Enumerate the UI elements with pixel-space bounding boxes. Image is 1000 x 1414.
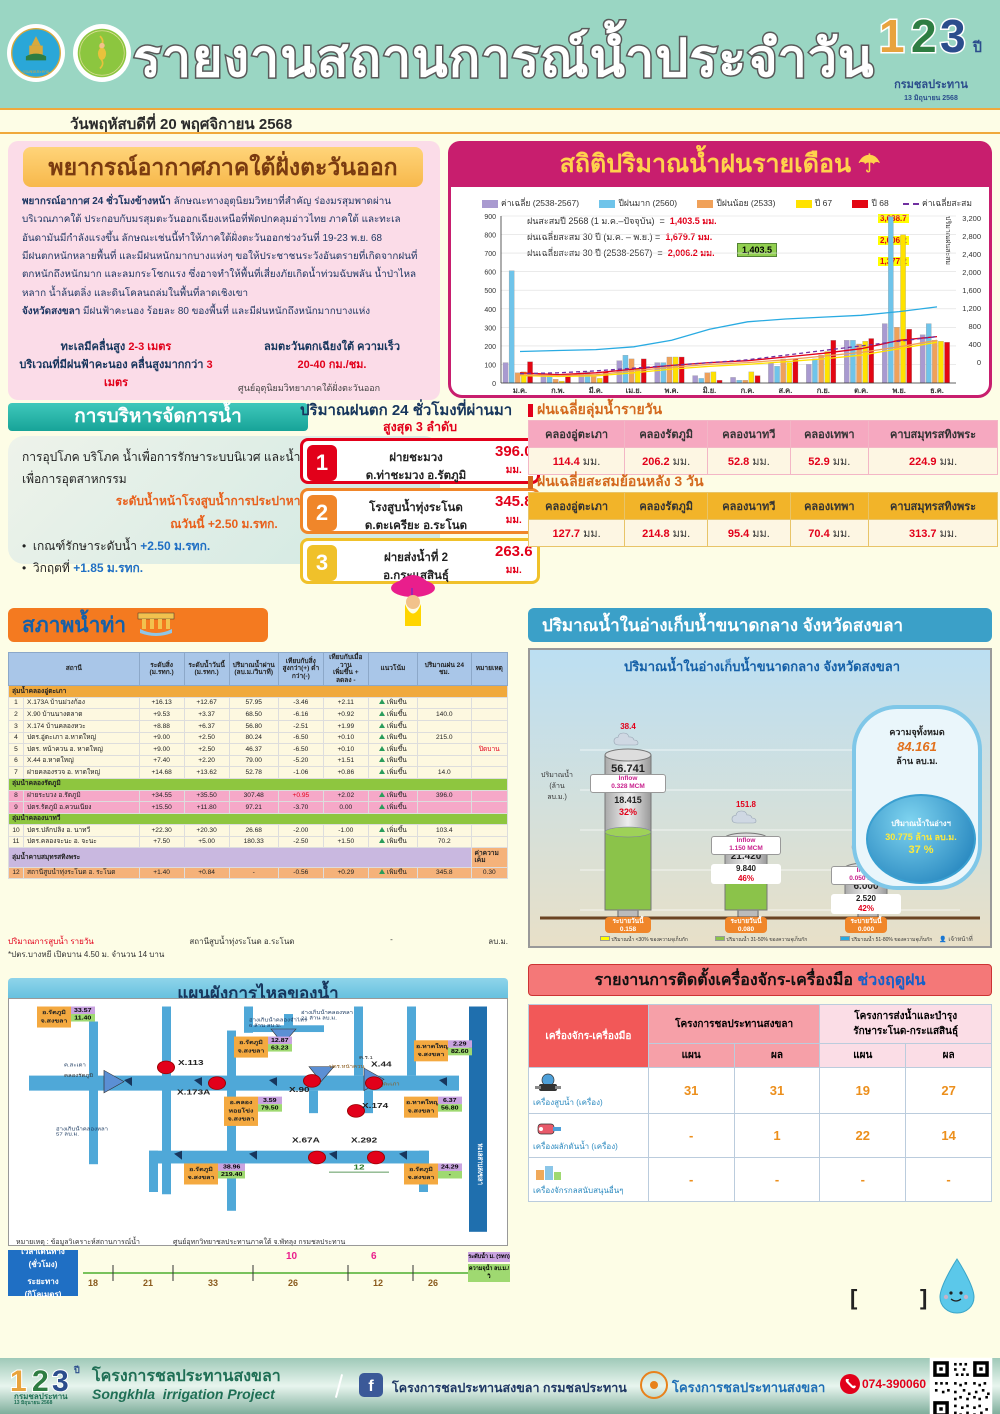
svg-text:300: 300 xyxy=(484,325,496,332)
svg-text:พ.ย.: พ.ย. xyxy=(892,386,906,395)
svg-text:ธ.ค.: ธ.ค. xyxy=(930,386,944,395)
svg-text:0: 0 xyxy=(492,381,496,388)
svg-text:ก.ค.: ก.ค. xyxy=(741,386,755,395)
svg-text:2: 2 xyxy=(911,10,937,62)
svg-text:1: 1 xyxy=(879,10,905,62)
svg-text:ทะเลสาบสงขลา: ทะเลสาบสงขลา xyxy=(476,1143,484,1184)
svg-text:f: f xyxy=(368,1378,374,1395)
svg-text:100: 100 xyxy=(484,362,496,369)
svg-text:400: 400 xyxy=(484,307,496,314)
svg-text:200: 200 xyxy=(484,344,496,351)
svg-text:ปตร.หน้าควน: ปตร.หน้าควน xyxy=(329,1064,365,1070)
svg-text:กรมชลประทาน: กรมชลประทาน xyxy=(22,69,49,74)
svg-text:700: 700 xyxy=(484,251,496,258)
svg-text:ปี: ปี xyxy=(972,39,982,55)
svg-text:ก.ย.: ก.ย. xyxy=(817,386,830,395)
svg-text:600: 600 xyxy=(484,270,496,277)
svg-text:ปี: ปี xyxy=(73,1365,80,1375)
svg-text:3: 3 xyxy=(940,10,966,62)
svg-text:ก.พ.: ก.พ. xyxy=(551,386,565,395)
svg-text:500: 500 xyxy=(484,288,496,295)
svg-text:มี.ค.: มี.ค. xyxy=(589,386,603,395)
svg-text:ม.ค.: ม.ค. xyxy=(513,386,527,395)
svg-text:800: 800 xyxy=(484,233,496,240)
svg-text:มิ.ย.: มิ.ย. xyxy=(703,386,717,395)
svg-text:900: 900 xyxy=(484,214,496,221)
svg-text:ส.ค.: ส.ค. xyxy=(779,386,793,395)
svg-text:พ.ค.: พ.ค. xyxy=(665,386,679,395)
svg-text:ต.ค.: ต.ค. xyxy=(854,386,868,395)
svg-text:ค.สะเดา: ค.สะเดา xyxy=(64,1063,86,1068)
svg-text:เม.ย.: เม.ย. xyxy=(626,386,642,395)
